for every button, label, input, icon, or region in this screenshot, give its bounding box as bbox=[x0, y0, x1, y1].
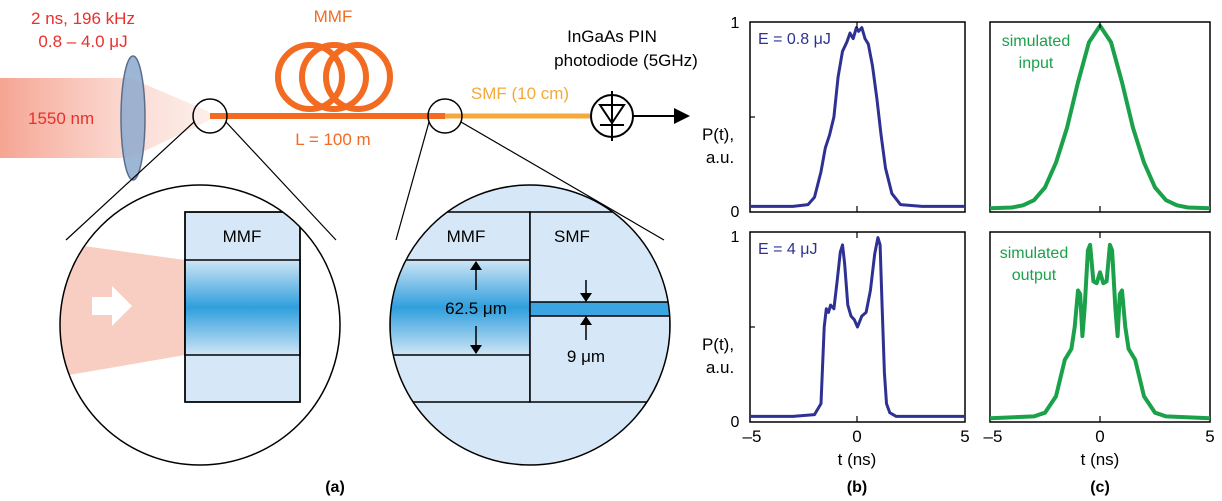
annotation-b-top: E = 0.8 μJ bbox=[758, 31, 831, 48]
smf-core-size: 9 μm bbox=[567, 347, 605, 366]
inset-right-mmf-label: MMF bbox=[447, 227, 486, 246]
panel-b-c: E = 0.8 μJ simulated input E = 4 μJ simu… bbox=[702, 15, 1215, 496]
xtick-b-right: 5 bbox=[960, 427, 969, 446]
mmf-coil bbox=[275, 42, 393, 112]
xtick-c-left: –5 bbox=[984, 427, 1003, 446]
annotation-b-bottom: E = 4 μJ bbox=[758, 241, 817, 258]
trace-b-top bbox=[750, 26, 965, 208]
mmf-core-size: 62.5 μm bbox=[445, 299, 507, 318]
trace-c-bottom bbox=[989, 242, 1211, 421]
mmf-length-label: L = 100 m bbox=[295, 130, 370, 149]
panel-a: 1550 nm 2 ns, 196 kHz 0.8 – 4.0 μJ MMF L… bbox=[0, 7, 698, 496]
trace-c-top bbox=[989, 23, 1211, 211]
focusing-lens bbox=[120, 55, 146, 181]
xtick-c-right: 5 bbox=[1205, 427, 1214, 446]
annotation-c-bottom-line1: simulated bbox=[1000, 245, 1068, 262]
wavelength-label: 1550 nm bbox=[28, 109, 94, 128]
annotation-c-top-line2: input bbox=[1019, 55, 1054, 72]
axis-ticks bbox=[750, 22, 1101, 422]
trace-b-bottom bbox=[750, 236, 965, 418]
ylabel-top-line2: a.u. bbox=[706, 148, 734, 167]
inset-input-coupling: MMF bbox=[59, 184, 341, 466]
panel-label-b: (b) bbox=[847, 479, 867, 496]
inset-left-mmf-label: MMF bbox=[223, 227, 262, 246]
xlabel-b: t (ns) bbox=[838, 450, 877, 469]
panel-label-a: (a) bbox=[325, 479, 345, 496]
ytick-top-1: 1 bbox=[731, 15, 740, 32]
photodiode-icon bbox=[590, 91, 634, 141]
laser-beam bbox=[0, 78, 210, 158]
plot-b-top-frame bbox=[749, 21, 966, 213]
ylabel-bottom-line1: P(t), bbox=[702, 335, 734, 354]
ylabel-top-line1: P(t), bbox=[702, 125, 734, 144]
zoom-marker-input bbox=[192, 98, 228, 134]
inset-right-smf-label: SMF bbox=[554, 227, 590, 246]
plot-c-top-frame bbox=[989, 21, 1211, 213]
ytick-bottom-1: 1 bbox=[731, 229, 740, 246]
detector-label-line2: photodiode (5GHz) bbox=[554, 51, 698, 70]
detector-label-line1: InGaAs PIN bbox=[567, 27, 657, 46]
smf-label: SMF (10 cm) bbox=[471, 84, 569, 103]
mmf-label: MMF bbox=[314, 7, 353, 26]
xtick-b-left: –5 bbox=[743, 427, 762, 446]
xlabel-c: t (ns) bbox=[1081, 450, 1120, 469]
source-params-line2: 0.8 – 4.0 μJ bbox=[38, 32, 127, 51]
zoom-marker-splice bbox=[427, 98, 463, 134]
xtick-b-mid: 0 bbox=[852, 427, 861, 446]
ylabel-bottom-line2: a.u. bbox=[706, 358, 734, 377]
annotation-c-bottom-line2: output bbox=[1012, 267, 1057, 284]
annotation-c-top-line1: simulated bbox=[1002, 33, 1070, 50]
xtick-c-mid: 0 bbox=[1095, 427, 1104, 446]
source-params-line1: 2 ns, 196 kHz bbox=[31, 9, 135, 28]
inset-splice: MMF SMF 62.5 μm 9 μm bbox=[389, 184, 671, 466]
panel-label-c: (c) bbox=[1090, 479, 1110, 496]
ytick-top-0: 0 bbox=[731, 204, 740, 221]
ytick-bottom-0: 0 bbox=[731, 414, 740, 431]
